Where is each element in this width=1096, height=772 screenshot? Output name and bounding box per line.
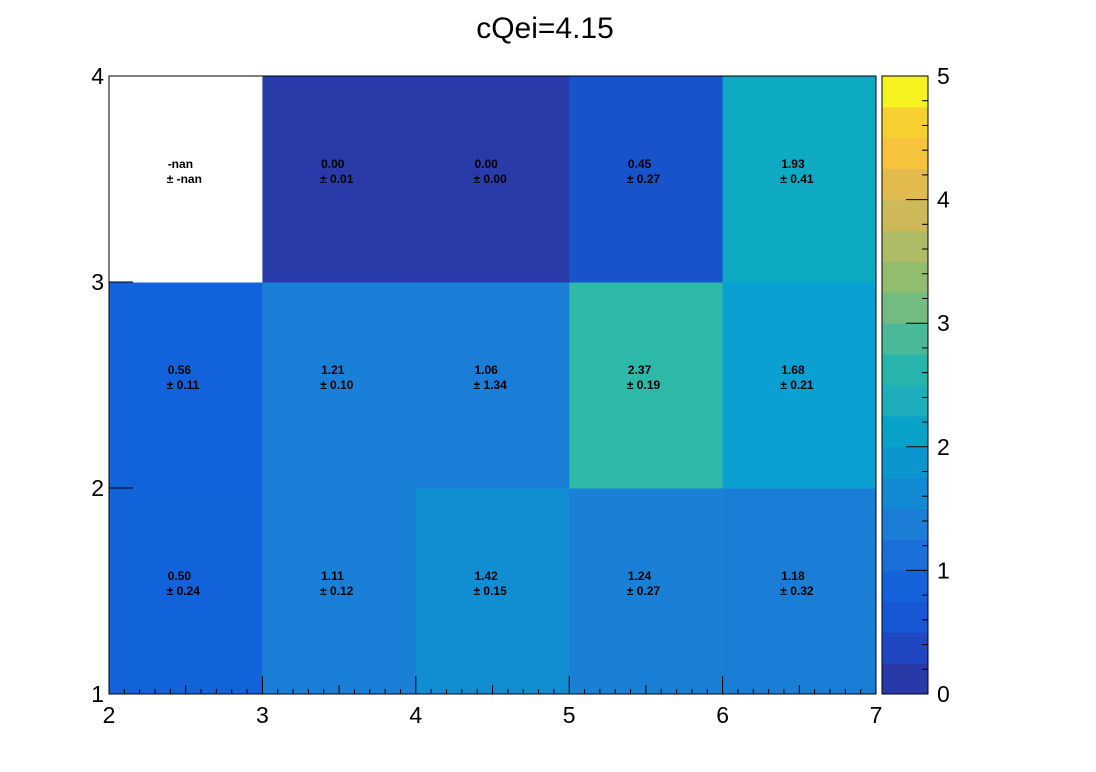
colorbar-band bbox=[882, 539, 928, 571]
cell-value-label: 1.18 bbox=[781, 569, 805, 583]
cell-value-label: 0.00 bbox=[475, 157, 499, 171]
cell-error-label: ± 0.01 bbox=[320, 172, 354, 186]
colorbar: 0 1 2 3 4 5 bbox=[881, 63, 950, 707]
y-tick-label: 4 bbox=[91, 63, 104, 89]
cell-error-label: ± 0.24 bbox=[167, 584, 201, 598]
heatmap-cell bbox=[109, 76, 263, 283]
cell-error-label: ± 0.19 bbox=[627, 378, 661, 392]
cell-value-label: 1.68 bbox=[781, 363, 805, 377]
colorbar-tick-label: 3 bbox=[937, 310, 950, 336]
heatmap-cell bbox=[109, 282, 263, 489]
cell-error-label: ± 0.27 bbox=[627, 584, 661, 598]
colorbar-band bbox=[882, 76, 928, 108]
colorbar-band bbox=[882, 415, 928, 448]
colorbar-band bbox=[882, 106, 928, 139]
cell-error-label: ± 0.00 bbox=[474, 172, 508, 186]
heatmap-cell bbox=[415, 282, 570, 489]
colorbar-band bbox=[882, 632, 928, 664]
cell-error-label: ± 0.15 bbox=[474, 584, 508, 598]
cell-error-label: ± 0.11 bbox=[167, 378, 200, 392]
cell-value-label: 0.56 bbox=[168, 363, 192, 377]
cell-labels: 0.50± 0.241.11± 0.121.42± 0.151.24± 0.27… bbox=[167, 157, 814, 598]
colorbar-band bbox=[882, 137, 928, 170]
x-tick-label: 3 bbox=[256, 702, 269, 728]
heatmap-cell bbox=[569, 282, 724, 489]
cell-value-label: 0.50 bbox=[168, 569, 192, 583]
cell-error-label: ± 0.12 bbox=[320, 584, 354, 598]
y-tick-label: 1 bbox=[91, 681, 104, 707]
cell-value-label: 1.42 bbox=[475, 569, 499, 583]
heatmap-cell bbox=[262, 76, 417, 283]
cell-error-label: ± 0.41 bbox=[780, 172, 814, 186]
y-tick-label: 3 bbox=[91, 269, 104, 295]
x-axis: 2 3 4 5 6 7 bbox=[103, 676, 883, 728]
colorbar-band bbox=[882, 168, 928, 201]
cell-value-label: 1.21 bbox=[321, 363, 345, 377]
cell-value-label: -nan bbox=[168, 157, 193, 171]
cell-error-label: ± 0.21 bbox=[780, 378, 814, 392]
colorbar-band bbox=[882, 385, 928, 417]
colorbar-band bbox=[882, 601, 928, 633]
cell-value-label: 0.45 bbox=[628, 157, 652, 171]
colorbar-tick-label: 2 bbox=[937, 434, 950, 460]
heatmap-cells bbox=[109, 76, 877, 695]
colorbar-band bbox=[882, 446, 928, 479]
heatmap-cell bbox=[569, 76, 724, 283]
heatmap-cell bbox=[722, 488, 877, 695]
colorbar-band bbox=[882, 323, 928, 355]
colorbar-tick-label: 5 bbox=[937, 63, 950, 89]
cell-error-label: ± 0.27 bbox=[627, 172, 661, 186]
chart-title: cQei=4.15 bbox=[476, 12, 614, 45]
colorbar-band bbox=[882, 199, 928, 231]
y-axis: 1 2 3 4 bbox=[91, 63, 133, 707]
cell-value-label: 1.06 bbox=[475, 363, 499, 377]
colorbar-tick-label: 1 bbox=[937, 557, 950, 583]
cell-error-label: ± -nan bbox=[167, 172, 202, 186]
colorbar-band bbox=[882, 477, 928, 510]
cell-value-label: 0.00 bbox=[321, 157, 345, 171]
colorbar-band bbox=[882, 508, 928, 540]
colorbar-band bbox=[882, 261, 928, 293]
cell-error-label: ± 1.34 bbox=[474, 378, 508, 392]
y-tick-label: 2 bbox=[91, 475, 104, 501]
heatmap-cell bbox=[415, 76, 570, 283]
colorbar-band bbox=[882, 663, 928, 695]
heatmap-cell bbox=[722, 76, 877, 283]
x-tick-label: 6 bbox=[716, 702, 729, 728]
x-tick-label: 2 bbox=[103, 702, 116, 728]
heatmap-cell bbox=[262, 282, 417, 489]
colorbar-band bbox=[882, 292, 928, 324]
cell-value-label: 1.24 bbox=[628, 569, 652, 583]
heatmap-cell bbox=[262, 488, 417, 695]
cell-value-label: 1.11 bbox=[321, 569, 344, 583]
heatmap-cell bbox=[415, 488, 570, 695]
colorbar-tick-label: 0 bbox=[937, 681, 950, 707]
cell-value-label: 2.37 bbox=[628, 363, 652, 377]
heatmap-cell bbox=[109, 488, 263, 695]
heatmap-cell bbox=[722, 282, 877, 489]
colorbar-frame bbox=[881, 75, 929, 695]
cell-value-label: 1.93 bbox=[781, 157, 805, 171]
heatmap-cell bbox=[569, 488, 724, 695]
colorbar-band bbox=[882, 570, 928, 602]
cell-error-label: ± 0.32 bbox=[780, 584, 814, 598]
x-tick-label: 5 bbox=[563, 702, 576, 728]
x-tick-label: 4 bbox=[409, 702, 422, 728]
x-tick-label: 7 bbox=[870, 702, 883, 728]
cell-error-label: ± 0.10 bbox=[320, 378, 354, 392]
colorbar-band bbox=[882, 230, 928, 262]
colorbar-band bbox=[882, 354, 928, 386]
colorbar-tick-label: 4 bbox=[937, 187, 950, 213]
